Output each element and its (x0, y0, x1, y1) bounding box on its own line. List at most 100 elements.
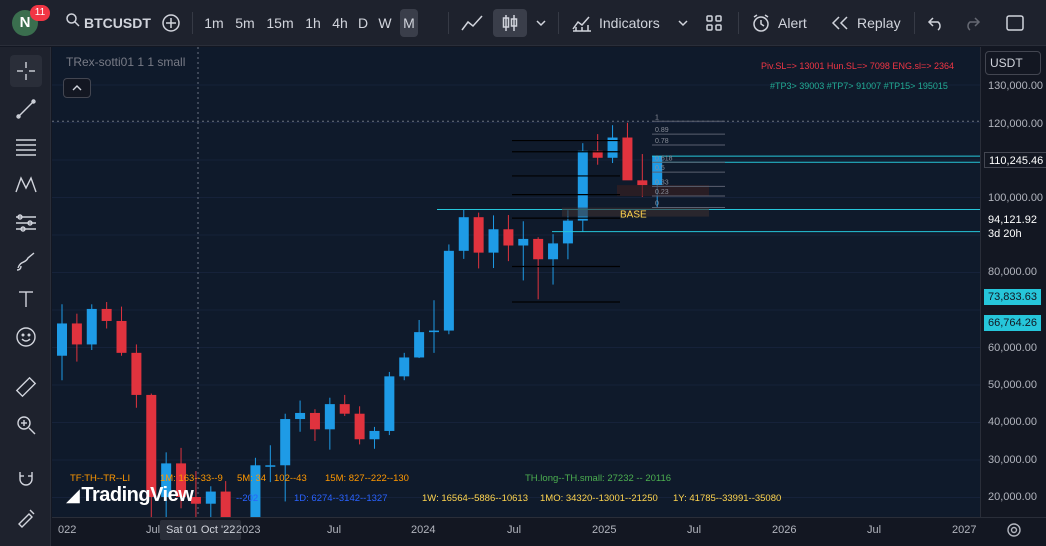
crosshair-time-label: Sat 01 Oct '22 (160, 520, 242, 540)
symbol-label[interactable]: BTCUSDT (84, 15, 151, 31)
candles-icon[interactable] (493, 9, 527, 37)
brush-icon[interactable] (10, 245, 42, 277)
price-tick: 60,000.00 (988, 342, 1037, 354)
candle-body (265, 465, 276, 467)
candle-body (354, 413, 365, 440)
fib-level-label: 0 (655, 201, 659, 208)
candle-body (503, 229, 514, 246)
candle-body (399, 357, 410, 377)
zoom-in-icon[interactable] (10, 409, 42, 441)
fullscreen-icon[interactable] (1002, 9, 1028, 37)
fib-level-label: 0.23 (655, 189, 669, 196)
candle-body (548, 243, 559, 260)
fib-level-label: 0.618 (655, 155, 673, 162)
interval-1h[interactable]: 1h (305, 15, 321, 31)
candle-body (146, 394, 157, 497)
layouts-grid-icon[interactable] (702, 9, 726, 37)
replay-icon[interactable] (829, 9, 851, 37)
candle-body (176, 463, 187, 497)
tf-stats-header: TF:TH--TR--LI (70, 473, 131, 484)
interval-w[interactable]: W (378, 15, 392, 31)
chevron-up-icon (72, 85, 82, 91)
candle-body (577, 150, 588, 221)
indicator-legend-title[interactable]: TRex-sotti01 1 1 small (66, 55, 186, 69)
add-symbol-icon[interactable] (160, 9, 182, 37)
candle-body (339, 404, 350, 414)
ruler-icon[interactable] (10, 371, 42, 403)
candle-body (116, 320, 127, 353)
chevron-down-icon[interactable] (532, 9, 550, 37)
drawing-toolbar (0, 47, 51, 546)
indicators-icon[interactable] (570, 9, 594, 37)
candle-body (131, 352, 142, 395)
fib-level-label: 0.89 (655, 127, 669, 134)
th-long-small-info: TH.long--TH.small: 27232 -- 20116 (525, 473, 672, 484)
collapse-legend-button[interactable] (63, 78, 91, 98)
tf-stats-1m: 1M: 163--33--9 (160, 473, 223, 484)
interval-4h[interactable]: 4h (332, 15, 348, 31)
candle-body (250, 465, 261, 517)
fib-level-label: 0.33 (655, 179, 669, 186)
undo-icon[interactable] (924, 9, 948, 37)
text-tool-icon[interactable] (10, 283, 42, 315)
tf-stats-15m: 15M: 827--222--130 (325, 473, 409, 484)
time-tick: Jul (687, 524, 702, 536)
lock-drawing-icon[interactable] (10, 501, 42, 533)
pattern-icon[interactable] (10, 169, 42, 201)
candle-body (473, 217, 484, 253)
candle-body (622, 137, 633, 181)
candle-body (488, 229, 499, 253)
chart-pane[interactable] (52, 47, 980, 517)
toolbar-divider (448, 12, 449, 34)
candlestick-chart: 1 0.89 0.78 0.618 0.5 0.33 0.23 0 BASE (52, 47, 980, 517)
chart-settings-icon[interactable] (1006, 522, 1022, 543)
fib-level-label: 0.78 (655, 138, 669, 145)
interval-m[interactable]: M (400, 9, 418, 37)
time-tick: 2025 (592, 524, 617, 536)
fib-retracement-icon[interactable] (10, 131, 42, 163)
time-tick: 2023 (236, 524, 261, 536)
currency-selector[interactable]: USDT (985, 51, 1041, 75)
redo-icon[interactable] (960, 9, 984, 37)
price-axis[interactable] (980, 47, 1046, 517)
tf-stats-1mo: 1MO: 34320--13001--21250 (540, 493, 658, 504)
notification-badge: 11 (30, 5, 50, 21)
candle-body (443, 250, 454, 331)
price-tick: 40,000.00 (988, 416, 1037, 428)
replay-button[interactable]: Replay (857, 15, 901, 31)
price-tick: 100,000.00 (988, 192, 1044, 204)
top-toolbar: N 11 BTCUSDT 1m 5m 15m 1h 4h D W M Indic… (0, 0, 1046, 46)
chevron-down-icon[interactable] (674, 9, 692, 37)
candle-body (57, 323, 67, 356)
alert-button[interactable]: Alert (778, 15, 807, 31)
base-zone (562, 207, 709, 217)
price-tick: 80,000.00 (988, 266, 1037, 278)
tradingview-wordmark: TradingView (81, 484, 194, 506)
emoji-icon[interactable] (10, 321, 42, 353)
interval-5m[interactable]: 5m (235, 15, 255, 31)
order-block-zone (617, 185, 709, 197)
candle-body (280, 419, 291, 466)
search-icon[interactable] (62, 9, 84, 37)
time-tick: Jul (507, 524, 522, 536)
tf-stats-1w: 1W: 16564--5886--10613 (422, 493, 528, 504)
candle-body (429, 330, 439, 333)
trend-line-icon[interactable] (10, 93, 42, 125)
interval-1m[interactable]: 1m (204, 15, 224, 31)
forecasting-icon[interactable] (10, 207, 42, 239)
candle-body (101, 308, 112, 321)
fib-level-label: 0.5 (655, 165, 665, 172)
interval-15m[interactable]: 15m (266, 15, 294, 31)
candle-body (324, 404, 335, 430)
interval-d[interactable]: D (357, 15, 369, 31)
candle-body (369, 430, 380, 440)
time-tick: Jul (867, 524, 882, 536)
indicators-button[interactable]: Indicators (599, 15, 660, 31)
line-chart-icon[interactable] (458, 9, 486, 37)
stop-loss-info: Piv.SL=> 13001 Hun.SL=> 7098 ENG.sl=> 23… (761, 61, 954, 71)
magnet-icon[interactable] (10, 463, 42, 495)
crosshair-icon[interactable] (10, 55, 42, 87)
take-profit-info: #TP3> 39003 #TP7> 91007 #TP15> 195015 (770, 81, 948, 91)
alarm-clock-icon[interactable] (749, 9, 773, 37)
time-tick: 2024 (411, 524, 436, 536)
